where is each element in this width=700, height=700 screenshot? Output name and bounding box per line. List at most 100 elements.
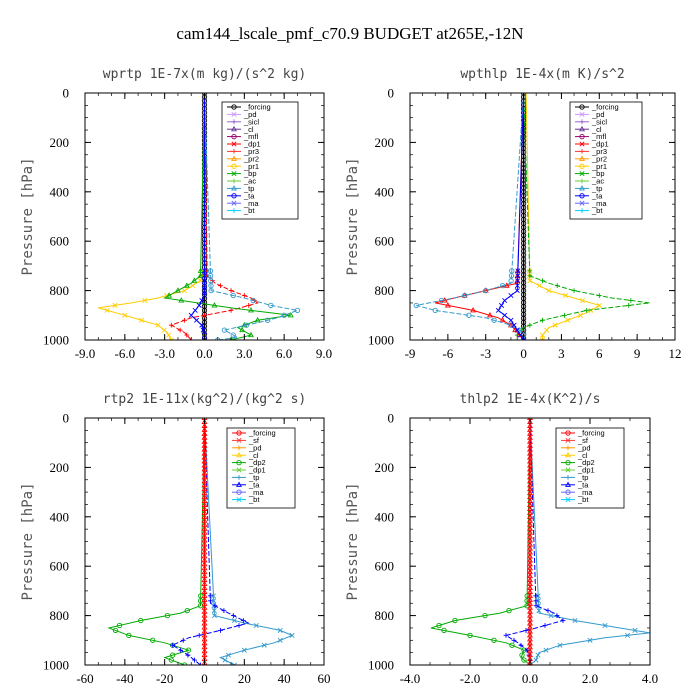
- x-tick-label: -2.0: [460, 671, 481, 686]
- data-point: [509, 268, 515, 274]
- legend: _forcing_pd_sicl_cl_mfl_dp1_pr3_pr2_pr1_…: [569, 101, 643, 220]
- x-tick-label: 0.0: [196, 346, 212, 361]
- data-point: [246, 303, 252, 308]
- series-line-dp1: [435, 93, 525, 340]
- data-point: [491, 317, 497, 323]
- data-point: [196, 632, 202, 638]
- data-point: [177, 327, 183, 333]
- legend-marker: [565, 445, 571, 451]
- data-point: [514, 337, 520, 340]
- x-tick-label: 40: [278, 671, 291, 686]
- data-point: [201, 288, 208, 294]
- data-point: [241, 293, 247, 298]
- data-point: [211, 608, 217, 614]
- data-point: [178, 297, 185, 303]
- data-point: [248, 307, 254, 313]
- data-point: [201, 337, 208, 340]
- data-point: [230, 613, 236, 618]
- data-point: [184, 332, 190, 338]
- y-axis-label: Pressure [hPa]: [20, 482, 36, 600]
- legend-marker: [236, 489, 242, 495]
- x-tick-label: 3.0: [236, 346, 252, 361]
- data-point: [211, 302, 218, 308]
- y-tick-label: 1000: [43, 333, 69, 348]
- legend-marker: [579, 111, 585, 117]
- legend-label: _bp: [243, 169, 257, 178]
- data-point: [231, 618, 237, 624]
- y-axis-label: Pressure [hPa]: [345, 157, 361, 275]
- legend-marker: [236, 451, 242, 458]
- data-point: [112, 627, 119, 634]
- data-point: [182, 288, 188, 294]
- x-tick-label: 20: [238, 671, 251, 686]
- data-point: [240, 618, 246, 623]
- data-point: [201, 268, 208, 274]
- y-tick-label: 1000: [368, 333, 394, 348]
- legend-label: _cl: [577, 451, 588, 460]
- data-point: [452, 617, 458, 624]
- legend-label: _ma: [577, 488, 593, 497]
- data-point: [554, 613, 560, 618]
- data-point: [508, 317, 514, 323]
- series-line-dp1: [430, 418, 531, 665]
- data-point: [207, 268, 214, 274]
- data-point: [546, 288, 552, 294]
- legend-marker: [565, 459, 571, 466]
- legend-label: _dp1: [248, 466, 266, 475]
- data-point: [596, 302, 602, 308]
- data-point: [502, 312, 508, 318]
- data-point: [178, 647, 183, 653]
- data-point: [150, 637, 156, 643]
- legend-label: _cl: [248, 451, 259, 460]
- legend-marker: [565, 437, 571, 443]
- legend-label: _dp2: [248, 458, 266, 467]
- data-point: [201, 273, 208, 279]
- legend-label: _dp1: [591, 140, 609, 149]
- data-point: [536, 608, 542, 614]
- legend-label: _pd: [248, 443, 262, 452]
- data-point: [544, 327, 550, 333]
- data-point: [200, 327, 206, 333]
- x-tick-label: 9: [634, 346, 641, 361]
- legend-label: _forcing: [248, 429, 276, 438]
- data-point: [201, 293, 208, 299]
- data-point: [562, 312, 567, 318]
- data-point: [483, 287, 489, 294]
- data-point: [436, 622, 442, 629]
- data-point: [515, 268, 521, 274]
- data-point: [524, 593, 530, 599]
- legend-marker: [236, 445, 242, 451]
- legend-marker: [565, 497, 571, 503]
- legend-marker: [579, 163, 585, 169]
- data-point: [527, 278, 533, 284]
- data-point: [211, 598, 217, 604]
- legend-label: _pd: [591, 110, 605, 119]
- data-point: [508, 273, 515, 279]
- data-point: [210, 593, 216, 599]
- legend-marker: [231, 141, 237, 147]
- legend-marker: [231, 133, 237, 140]
- data-point: [228, 288, 234, 293]
- data-point: [192, 307, 198, 313]
- data-point: [225, 652, 231, 658]
- data-point: [190, 283, 196, 289]
- x-tick-label: -6.0: [115, 346, 136, 361]
- y-tick-label: 800: [50, 608, 70, 623]
- x-tick-label: 2.0: [582, 671, 598, 686]
- data-point: [571, 288, 577, 293]
- legend-label: _forcing: [591, 103, 619, 112]
- data-point: [491, 637, 497, 643]
- x-tick-label: -9: [405, 346, 416, 361]
- data-point: [506, 608, 512, 614]
- data-point: [222, 657, 228, 663]
- legend-marker: [231, 193, 237, 199]
- legend-label: _bt: [577, 495, 589, 504]
- legend: _forcing_sf_pd_cl_dp2_dp1_tp_ta_ma_bt: [555, 427, 625, 509]
- legend-label: _ta: [577, 480, 589, 489]
- data-point: [208, 283, 214, 289]
- legend-marker: [231, 163, 237, 169]
- data-point: [277, 637, 283, 643]
- legend-marker: [236, 481, 242, 487]
- x-tick-label: -9.0: [75, 346, 96, 361]
